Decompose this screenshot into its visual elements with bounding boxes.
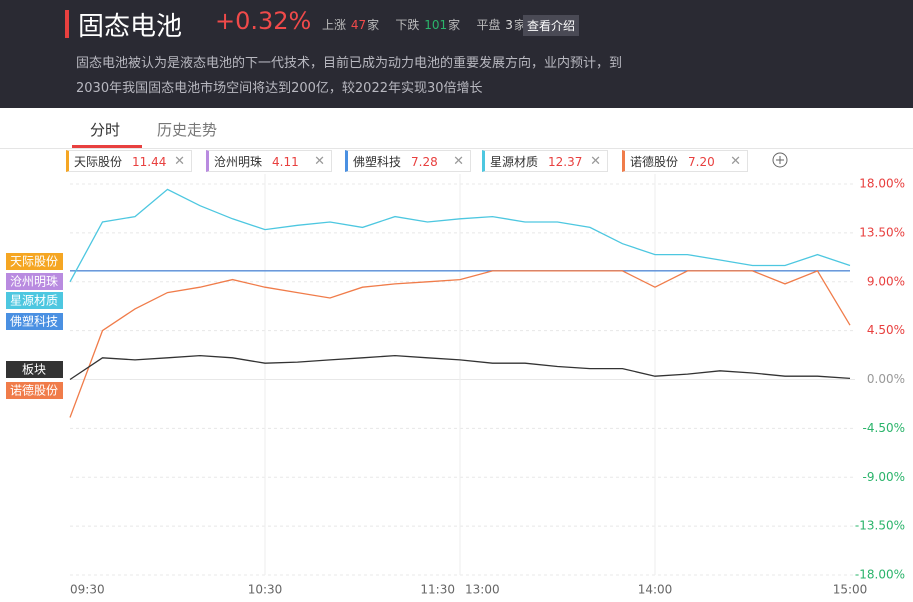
series-tag: 佛塑科技 — [10, 314, 58, 329]
chip-price: 7.28 — [411, 155, 438, 169]
count: 3 — [505, 18, 513, 32]
remove-icon[interactable]: ✕ — [590, 154, 601, 169]
remove-icon[interactable]: ✕ — [453, 154, 464, 169]
stock-chip[interactable]: 星源材质 12.37 ✕ — [482, 150, 608, 172]
chip-price: 4.11 — [272, 155, 299, 169]
description: 2030年我国固态电池市场空间将达到200亿，较2022年实现30倍增长 — [76, 81, 483, 96]
change: +0.32% — [215, 7, 312, 35]
series-tag: 诺德股份 — [10, 383, 58, 398]
label: 下跌 — [395, 18, 420, 32]
series-tag-bg — [6, 313, 63, 330]
count: 101 — [424, 18, 448, 32]
y-tick-label: 0.00% — [867, 372, 905, 386]
y-tick-label: 13.50% — [859, 225, 905, 239]
y-tick-label: -4.50% — [863, 421, 905, 435]
stats: 上涨 47家 下跌 101家 平盘 3家 — [322, 16, 527, 33]
remove-icon[interactable]: ✕ — [174, 154, 185, 169]
tab[interactable]: 历史走势 — [157, 121, 218, 139]
description: 固态电池被认为是液态电池的下一代技术，目前已成为动力电池的重要发展方向，业内预计… — [76, 56, 623, 71]
series-tag-bg — [6, 292, 63, 309]
accent-bar — [65, 10, 69, 38]
y-tick-label: -13.50% — [855, 519, 905, 533]
x-tick-label: 15:00 — [833, 583, 868, 597]
x-tick-label: 11:30 — [420, 583, 455, 597]
series-tag: 板块 — [22, 363, 46, 377]
chip-price: 11.44 — [132, 155, 167, 169]
chip-name: 沧州明珠 — [214, 155, 263, 169]
chip-name: 佛塑科技 — [353, 155, 402, 169]
series-tag: 天际股份 — [10, 255, 58, 269]
series-tag-bg — [6, 361, 63, 378]
series-line — [69, 188, 851, 283]
stock-chip[interactable]: 佛塑科技 7.28 ✕ — [345, 150, 471, 172]
y-tick-label: -18.00% — [855, 568, 905, 582]
x-tick-label: 09:30 — [70, 583, 105, 597]
stock-chip[interactable]: 天际股份 11.44 ✕ — [66, 150, 192, 172]
y-tick-label: 9.00% — [867, 274, 905, 288]
series-tag-bg — [6, 273, 63, 290]
chip-price: 12.37 — [548, 155, 583, 169]
series-line — [69, 354, 851, 381]
chip-price: 7.20 — [688, 155, 715, 169]
tab[interactable]: 分时 — [90, 121, 121, 139]
remove-icon[interactable]: ✕ — [314, 154, 325, 169]
count: 47 — [350, 18, 367, 32]
series-line — [69, 270, 851, 418]
x-tick-label: 13:00 — [465, 583, 500, 597]
tab-underline — [72, 145, 142, 148]
series-tag-bg — [6, 382, 63, 399]
chip-name: 诺德股份 — [630, 155, 679, 169]
unit: 家 — [367, 18, 380, 32]
y-tick-label: 4.50% — [867, 323, 905, 337]
remove-icon[interactable]: ✕ — [730, 154, 741, 169]
intro-button[interactable]: 查看介绍 — [523, 15, 580, 36]
add-icon-plus — [776, 156, 784, 164]
unit: 家 — [513, 18, 526, 32]
stock-chip[interactable]: 诺德股份 7.20 ✕ — [622, 150, 748, 172]
chip-name: 星源材质 — [490, 155, 539, 169]
header: 固态电池 +0.32% 上涨 47家 下跌 101家 平盘 3家 查看介绍 固态… — [0, 0, 913, 108]
chip-name: 天际股份 — [74, 155, 123, 169]
series-tag: 星源材质 — [10, 294, 58, 308]
x-tick-label: 14:00 — [638, 583, 673, 597]
title: 固态电池 — [78, 12, 183, 42]
x-tick-label: 10:30 — [248, 583, 283, 597]
y-tick-label: -9.00% — [863, 470, 905, 484]
unit: 家 — [448, 18, 461, 32]
tabs: 分时 历史走势 — [0, 108, 913, 149]
stock-chip[interactable]: 沧州明珠 4.11 ✕ — [206, 150, 332, 172]
series-tag-bg — [6, 253, 63, 270]
y-tick-label: 18.00% — [859, 177, 905, 191]
label: 平盘 — [476, 18, 501, 32]
add-icon — [772, 152, 788, 168]
series-tag: 沧州明珠 — [10, 274, 58, 289]
label: 上涨 — [322, 18, 347, 32]
